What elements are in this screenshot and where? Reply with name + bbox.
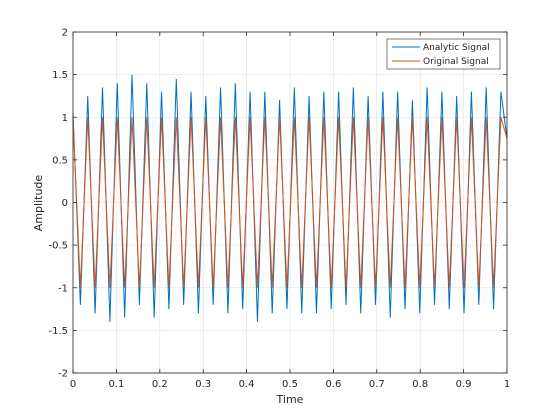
y-tick-label: 0 — [62, 198, 68, 209]
y-tick-label: 0.5 — [52, 155, 68, 166]
x-tick-label: 1 — [504, 379, 510, 390]
y-tick-label: -0.5 — [48, 241, 68, 252]
x-tick-label: 0.7 — [369, 379, 385, 390]
series-layer — [72, 74, 508, 322]
y-tick-label: 1.5 — [52, 70, 68, 81]
y-tick-label: -1.5 — [48, 326, 68, 337]
x-tick-label: 0.1 — [108, 379, 124, 390]
tick-marks — [72, 31, 508, 374]
x-tick-label: 0.6 — [325, 379, 341, 390]
x-tick-label: 0.2 — [152, 379, 168, 390]
x-tick-label: 0 — [70, 379, 76, 390]
x-tick-labels: 0 0.1 0.2 0.3 0.4 0.5 0.6 0.7 0.8 0.9 1 — [70, 379, 510, 390]
x-tick-label: 0.5 — [282, 379, 298, 390]
x-tick-label: 0.9 — [456, 379, 472, 390]
y-tick-label: -1 — [58, 283, 68, 294]
legend: Analytic Signal Original Signal — [386, 38, 501, 70]
y-tick-label: 1 — [62, 113, 68, 124]
x-tick-label: 0.3 — [195, 379, 211, 390]
y-tick-labels: -2 -1.5 -1 -0.5 0 0.5 1 1.5 2 — [48, 28, 68, 380]
series-line-original — [72, 117, 508, 288]
y-axis-label: Amplitude — [32, 175, 45, 232]
x-axis-label: Time — [276, 393, 304, 406]
legend-box — [386, 38, 501, 70]
x-tick-label: 0.8 — [412, 379, 428, 390]
legend-label-analytic: Analytic Signal — [423, 43, 490, 53]
x-tick-label: 0.4 — [239, 379, 255, 390]
y-tick-label: 2 — [62, 28, 68, 39]
legend-label-original: Original Signal — [423, 57, 489, 67]
y-tick-label: -2 — [58, 369, 68, 380]
